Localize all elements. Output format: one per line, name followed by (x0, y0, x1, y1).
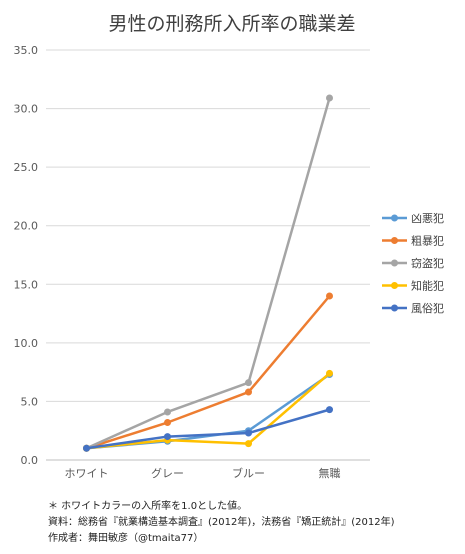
data-point (245, 429, 252, 437)
author-note: 作成者：舞田敏彦（@tmaita77） (48, 533, 204, 544)
legend-label: 凶悪犯 (411, 212, 444, 225)
y-tick-label: 10.0 (14, 337, 39, 350)
x-axis-ticks: ホワイト グレー ブルー 無職 (65, 466, 341, 480)
legend-item: 窃盗犯 (382, 256, 444, 270)
data-point (245, 388, 252, 396)
y-tick-label: 0.0 (21, 454, 39, 467)
footnote: ＊ ホワイトカラーの入所率を1.0とした値。 (48, 501, 248, 512)
x-tick-label: ブルー (232, 466, 265, 480)
chart-title: 男性の刑務所入所率の職業差 (108, 13, 355, 35)
data-point (326, 292, 333, 300)
y-tick-label: 5.0 (21, 395, 39, 408)
legend-marker (391, 214, 398, 222)
data-point (83, 444, 90, 452)
series-lines (83, 94, 333, 452)
series-1 (83, 292, 333, 452)
legend-marker (391, 259, 398, 267)
legend-item: 風俗犯 (382, 302, 444, 315)
legend-marker (391, 237, 398, 244)
data-point (245, 379, 252, 387)
series-line (86, 295, 331, 450)
data-point (164, 419, 171, 427)
legend-label: 風俗犯 (411, 302, 444, 315)
legend-label: 窃盗犯 (411, 256, 444, 270)
series-line (86, 408, 330, 450)
legend-item: 凶悪犯 (382, 212, 444, 225)
y-tick-label: 15.0 (14, 278, 39, 291)
data-point (326, 406, 333, 414)
series-line (85, 97, 331, 450)
y-tick-label: 30.0 (14, 103, 39, 116)
legend-item: 粗暴犯 (382, 235, 444, 248)
data-point (245, 440, 252, 448)
y-tick-label: 20.0 (14, 220, 39, 233)
x-tick-label: グレー (151, 466, 184, 480)
series-2 (83, 94, 333, 452)
y-axis-ticks: 0.0 5.0 10.0 15.0 20.0 25.0 30.0 35.0 (14, 44, 39, 467)
legend-item: 知能犯 (382, 279, 444, 293)
data-point (164, 433, 171, 441)
x-tick-label: 無職 (319, 466, 341, 480)
legend-label: 粗暴犯 (411, 235, 444, 248)
data-point (164, 408, 171, 416)
x-tick-label: ホワイト (65, 467, 109, 480)
legend-label: 知能犯 (411, 279, 444, 293)
source-note: 資料：総務省『就業構造基本調査』(2012年)，法務省『矯正統計』(2012年) (48, 517, 395, 528)
y-tick-label: 25.0 (14, 161, 39, 174)
series-line (86, 372, 331, 450)
y-tick-label: 35.0 (14, 44, 39, 57)
series-3 (83, 369, 333, 452)
gridlines (46, 49, 370, 461)
legend-marker (391, 282, 398, 289)
data-point (326, 369, 333, 377)
legend-marker (391, 304, 398, 312)
data-point (326, 94, 333, 102)
series-4 (83, 406, 333, 452)
series-0 (83, 370, 333, 452)
